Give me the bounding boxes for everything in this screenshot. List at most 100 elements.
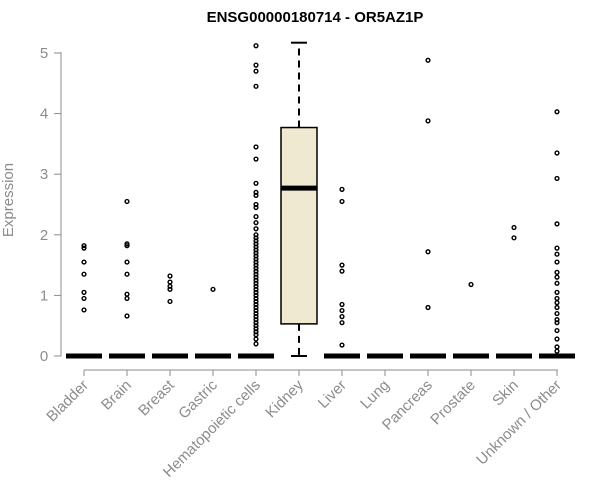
outlier-point [253,220,259,226]
outlier-point [253,201,259,208]
y-tick-label: 0 [40,348,48,365]
outlier-point [253,301,259,308]
outlier-point [253,83,259,89]
x-tick-label: Bladder [43,377,92,426]
outlier-point [253,43,259,49]
outlier-point [339,320,345,326]
outlier-point [425,118,431,124]
outlier-point [511,224,517,231]
box-group-liver [324,186,360,359]
outlier-point [339,198,345,205]
outlier-point [253,156,259,162]
outlier-point [339,342,345,348]
outlier-point [425,249,431,255]
y-tick-label: 4 [40,106,48,123]
outlier-point [253,336,259,342]
outlier-point [253,323,259,329]
outlier-point [253,283,259,289]
outlier-point [81,243,87,249]
outlier-point [554,348,560,354]
outlier-point [253,265,259,271]
outlier-point [554,327,560,334]
outlier-point [253,277,259,283]
outlier-point [253,317,259,323]
outlier-point [554,289,560,295]
x-tick-label: Kidney [262,376,307,421]
outlier-point [253,253,259,259]
outlier-point [554,320,560,326]
outlier-point [425,57,431,63]
x-tick-label: Brain [98,377,135,414]
outlier-point [253,295,259,302]
outlier-point [253,241,259,247]
outlier-point [253,189,259,195]
x-tick-label: Liver [315,377,350,412]
outlier-point [253,268,259,274]
outlier-point [253,298,259,305]
box-group-breast [152,273,188,359]
x-tick-label: Prostate [427,377,479,429]
outlier-point [253,320,259,326]
outlier-point [339,314,345,320]
outlier-point [253,226,259,232]
y-tick-label: 5 [40,45,48,62]
outlier-point [339,268,345,274]
y-tick-label: 1 [40,287,48,304]
outlier-point [253,286,259,292]
outlier-point [554,109,560,115]
outlier-point [253,214,259,220]
outlier-point [253,62,259,68]
outlier-point [339,307,345,314]
outlier-point [339,186,345,192]
outlier-point [124,295,130,302]
box-group-gastric [195,286,231,359]
y-axis-label: Expression [0,163,17,237]
outlier-point [167,286,173,292]
outlier-point [167,279,173,285]
outlier-point [468,281,474,288]
outlier-point [253,235,259,241]
outlier-point [124,243,130,249]
outlier-point [253,326,259,332]
outlier-point [253,289,259,295]
outlier-point [554,310,560,317]
outlier-point [554,317,560,323]
outlier-point [253,280,259,286]
box-group-skin [496,224,532,359]
box-group-prostate [453,281,489,359]
outlier-point [124,291,130,297]
outlier-point [554,221,560,227]
outlier-point [253,144,259,150]
outlier-point [167,283,173,289]
outlier-point [554,274,560,280]
outlier-point [124,259,130,265]
outlier-point [339,301,345,308]
outlier-point [81,307,87,313]
outlier-point [554,344,560,350]
outlier-point [253,341,259,347]
outlier-point [253,332,259,338]
chart-title: ENSG00000180714 - OR5AZ1P [207,9,424,26]
x-tick-label: Breast [135,376,178,419]
outlier-point [253,292,259,298]
outlier-point [253,238,259,244]
outlier-point [554,269,560,275]
outlier-point [210,286,216,292]
outlier-point [339,262,345,268]
outlier-point [253,232,259,238]
outlier-point [124,271,130,277]
outlier-point [253,192,259,199]
outlier-point [253,247,259,253]
outlier-point [554,150,560,156]
outlier-point [167,273,173,279]
outlier-point [253,250,259,256]
outlier-point [253,307,259,314]
outlier-point [253,244,259,250]
outlier-point [554,280,560,286]
outlier-point [554,251,560,257]
outlier-point [253,329,259,335]
box-group-unknown-other [539,109,575,359]
outlier-point [554,336,560,342]
